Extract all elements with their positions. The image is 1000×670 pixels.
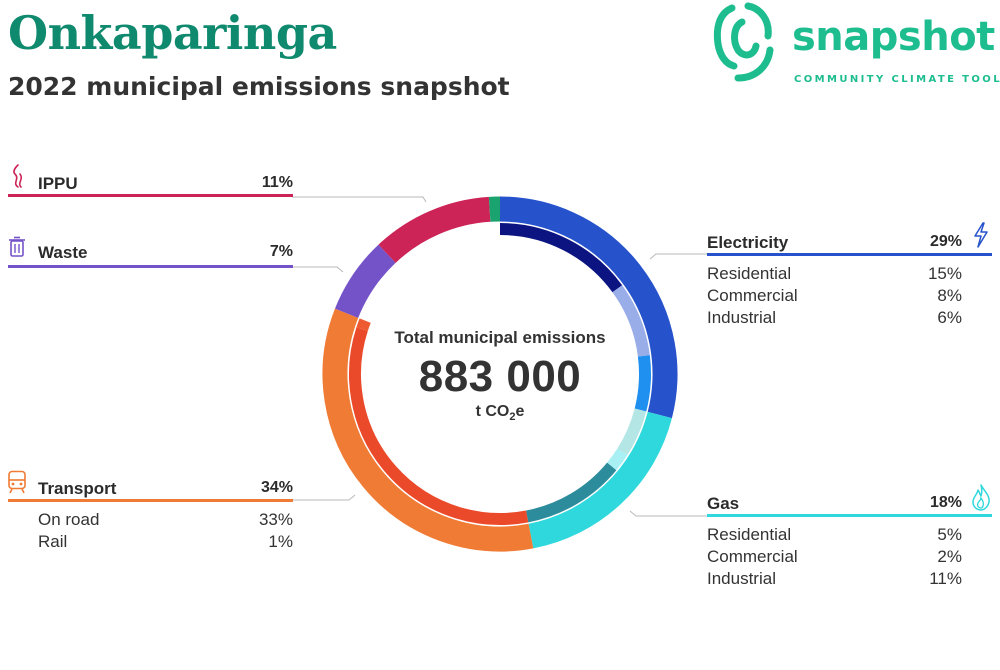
smoke-icon — [13, 164, 23, 188]
donut-subslice-electricity-commercial — [612, 285, 650, 357]
electricity-sub-label: Industrial — [707, 308, 776, 327]
leader-line-transport — [292, 494, 356, 501]
category-waste: Waste 7% — [8, 243, 293, 269]
gas-sub-value: 2% — [937, 547, 962, 566]
transport-sub-label: Rail — [38, 532, 68, 551]
leader-lines — [292, 196, 707, 517]
train-icon — [8, 470, 26, 494]
donut-subslice-transport-rail — [356, 318, 371, 332]
transport-percent: 34% — [260, 479, 293, 496]
electricity-percent: 29% — [929, 233, 962, 250]
electricity-sub-value: 6% — [937, 308, 962, 327]
transport-sub-label: On road — [38, 510, 100, 529]
leader-line-ippu — [292, 196, 427, 203]
waste-percent: 7% — [269, 243, 293, 260]
waste-underline — [8, 265, 293, 268]
electricity-sub-value: 15% — [927, 264, 962, 283]
snapshot-logo-mark-icon — [713, 2, 774, 82]
ippu-underline — [8, 194, 293, 197]
total-label-text: Total municipal emissions — [394, 328, 606, 347]
total-unit: t CO2e — [350, 403, 650, 423]
donut-slice-transport — [322, 308, 534, 552]
donut-slice-waste — [334, 244, 396, 319]
transport-label: Transport — [38, 479, 117, 498]
donut-slice-ippu — [378, 196, 491, 264]
donut-subslice-electricity-industrial — [634, 355, 651, 412]
snapshot-logo[interactable]: snapshot COMMUNITY CLIMATE TOOL — [712, 0, 1000, 90]
total-value-wrap: 883 000 — [350, 352, 650, 402]
total-unit-suffix: e — [515, 403, 525, 420]
donut-slice-gas — [528, 411, 672, 549]
page-subtitle: 2022 municipal emissions snapshot — [8, 72, 510, 101]
logo-tagline: COMMUNITY CLIMATE TOOL — [794, 74, 1000, 85]
transport-sub-value: 33% — [258, 510, 293, 529]
transport-underline — [8, 499, 293, 502]
donut-subslice-gas-industrial — [525, 462, 617, 523]
lightning-bolt-icon — [974, 222, 988, 248]
donut-inner-ring — [349, 223, 651, 525]
total-unit-subscript: 2 — [509, 411, 516, 424]
electricity-underline — [707, 253, 992, 256]
donut-slice-electricity — [499, 196, 678, 419]
leader-line-electricity — [649, 253, 707, 260]
leader-line-waste — [292, 266, 344, 273]
total-label: Total municipal emissions — [350, 328, 650, 348]
gas-sub-value: 11% — [929, 569, 962, 588]
page-title: Onkaparinga — [8, 6, 337, 60]
gas-sub-label: Commercial — [707, 547, 798, 566]
gas-sub-label: Residential — [707, 525, 792, 544]
electricity-sub-label: Residential — [707, 264, 792, 283]
flame-icon — [972, 484, 990, 511]
electricity-label: Electricity — [707, 233, 789, 252]
electricity-sub-label: Commercial — [707, 286, 798, 305]
category-transport: Transport 34% On road 33% Rail 1% — [8, 479, 293, 559]
gas-label: Gas — [707, 494, 740, 513]
total-unit-prefix: t CO — [475, 403, 510, 420]
donut-subslice-gas-residential — [617, 408, 647, 455]
category-electricity: Electricity 29% Residential 15% Commerci… — [707, 233, 992, 333]
trash-bin-icon — [9, 236, 25, 257]
donut-subslice-transport-on-road — [349, 327, 529, 525]
donut-subslice-gas-commercial — [607, 448, 628, 471]
gas-sub-label: Industrial — [707, 569, 776, 588]
category-ippu: IPPU 11% — [8, 174, 293, 200]
waste-label: Waste — [38, 243, 88, 262]
total-value: 883 000 — [418, 352, 582, 401]
ippu-label: IPPU — [38, 174, 78, 193]
leader-line-gas — [629, 510, 707, 517]
electricity-sub-value: 8% — [937, 286, 962, 305]
donut-subslice-electricity-residential — [499, 223, 623, 293]
gas-underline — [707, 514, 992, 517]
donut-outer-ring — [322, 196, 678, 552]
ippu-percent: 11% — [261, 174, 293, 191]
gas-percent: 18% — [929, 494, 962, 511]
transport-sub-value: 1% — [268, 532, 293, 551]
category-gas: Gas 18% Residential 5% Commercial 2% Ind… — [707, 494, 992, 594]
gas-sub-value: 5% — [937, 525, 962, 544]
logo-wordmark: snapshot — [792, 14, 995, 60]
